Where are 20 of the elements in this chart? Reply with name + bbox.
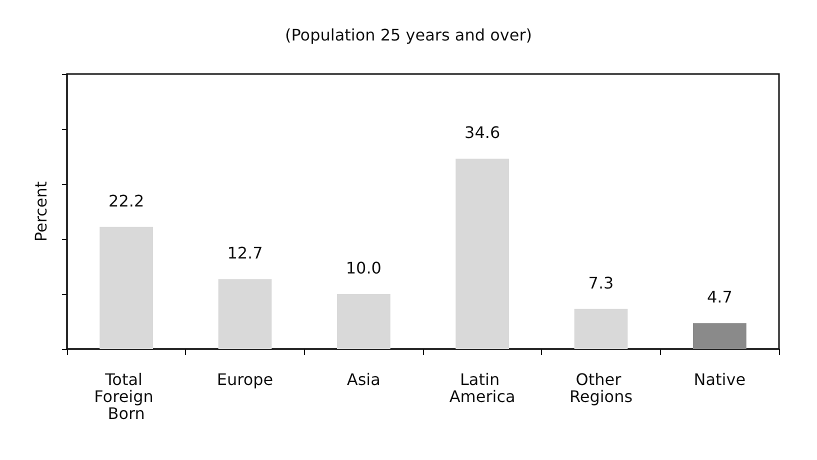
y-axis-title: Percent [32, 181, 50, 242]
bar [456, 158, 510, 349]
bar [336, 294, 390, 349]
data-label: 7.3 [588, 273, 614, 292]
x-tick-label: Latin America [449, 370, 516, 406]
data-label: 34.6 [464, 123, 500, 142]
chart-title: (Population 25 years and over) [284, 26, 532, 44]
x-tick-label: Asia [346, 370, 380, 389]
bar [100, 226, 154, 349]
data-label: 10.0 [346, 258, 382, 278]
x-tick-label: Native [694, 370, 746, 389]
data-label: 12.7 [227, 244, 263, 263]
x-tick-label: Other Regions [569, 370, 633, 406]
x-tick-label: Europe [216, 370, 274, 389]
x-tick-label: Total Foreign Born [94, 370, 158, 423]
data-label: 22.2 [108, 191, 144, 210]
bar [574, 308, 628, 349]
bar [692, 323, 746, 349]
bar [218, 279, 272, 349]
data-label: 4.7 [706, 288, 732, 307]
